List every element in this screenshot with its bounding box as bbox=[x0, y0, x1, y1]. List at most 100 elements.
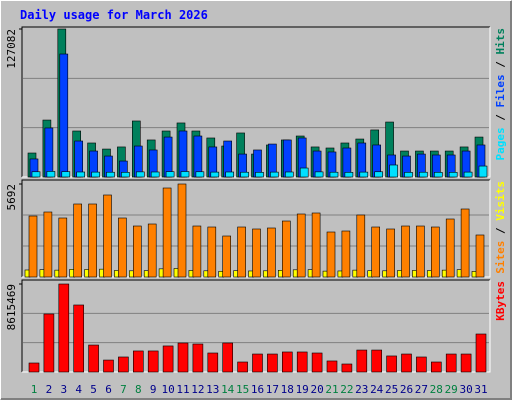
bar bbox=[121, 172, 130, 178]
legend-entry: Pages bbox=[494, 127, 507, 160]
y-tick-label: 5692 bbox=[5, 184, 18, 211]
x-tick-label: 26 bbox=[400, 383, 413, 396]
x-tick-label: 17 bbox=[266, 383, 279, 396]
bar bbox=[463, 171, 473, 178]
bar bbox=[252, 353, 263, 373]
bar bbox=[165, 171, 175, 178]
bar bbox=[136, 171, 145, 178]
bar bbox=[223, 140, 232, 178]
x-tick-label: 18 bbox=[281, 383, 294, 396]
x-tick-label: 30 bbox=[459, 383, 472, 396]
bar bbox=[240, 171, 249, 178]
bar bbox=[267, 227, 276, 278]
bar bbox=[344, 172, 354, 178]
bar bbox=[386, 228, 395, 278]
bar bbox=[270, 171, 279, 178]
bar bbox=[46, 171, 56, 178]
bar bbox=[150, 171, 160, 178]
bar bbox=[445, 218, 455, 278]
x-tick-label: 12 bbox=[191, 383, 204, 396]
bar bbox=[118, 217, 127, 278]
x-tick-label: 19 bbox=[296, 383, 309, 396]
bar bbox=[43, 211, 53, 278]
bar bbox=[371, 349, 383, 373]
bar bbox=[118, 356, 129, 373]
bar bbox=[478, 165, 488, 178]
bar bbox=[177, 342, 189, 373]
bar bbox=[28, 362, 40, 373]
bar bbox=[192, 343, 204, 373]
bar bbox=[237, 226, 246, 278]
bar bbox=[44, 127, 54, 178]
legend-entry: KBytes bbox=[494, 281, 507, 321]
bar bbox=[329, 171, 339, 178]
bar bbox=[147, 223, 157, 278]
x-tick-label: 15 bbox=[236, 383, 249, 396]
bar bbox=[448, 172, 458, 178]
x-tick-label: 16 bbox=[251, 383, 264, 396]
x-tick-label: 29 bbox=[445, 383, 458, 396]
bar bbox=[58, 283, 70, 373]
legend-entry: Sites bbox=[494, 241, 507, 274]
bar bbox=[326, 360, 338, 373]
bar bbox=[401, 225, 410, 278]
bar bbox=[311, 352, 323, 373]
bar bbox=[162, 345, 174, 373]
bar bbox=[88, 344, 99, 373]
bar bbox=[133, 225, 142, 278]
bar bbox=[76, 171, 85, 178]
x-tick-label: 21 bbox=[325, 383, 338, 396]
bar bbox=[207, 352, 219, 373]
x-tick-label: 24 bbox=[370, 383, 384, 396]
panel-border-dark bbox=[21, 26, 490, 177]
x-tick-label: 25 bbox=[385, 383, 398, 396]
bar bbox=[252, 228, 261, 278]
bar bbox=[299, 167, 309, 178]
bar bbox=[430, 226, 440, 278]
bar bbox=[73, 304, 84, 373]
bar bbox=[177, 183, 187, 278]
bar bbox=[31, 171, 41, 178]
bar bbox=[475, 234, 485, 278]
bar bbox=[404, 172, 413, 178]
x-tick-label: 1 bbox=[31, 383, 38, 396]
x-tick-label: 14 bbox=[221, 383, 235, 396]
bar bbox=[356, 349, 368, 373]
bar bbox=[193, 135, 203, 178]
bar bbox=[281, 220, 291, 278]
y-tick-label: 8615469 bbox=[5, 284, 18, 330]
bar bbox=[222, 342, 233, 373]
legend-entry: Hits bbox=[494, 28, 507, 55]
x-tick-label: 3 bbox=[60, 383, 67, 396]
bar bbox=[28, 215, 38, 278]
bar bbox=[61, 171, 71, 178]
bar bbox=[416, 225, 425, 278]
bar bbox=[430, 361, 442, 373]
bar bbox=[88, 203, 97, 278]
x-tick-label: 2 bbox=[46, 383, 53, 396]
bar bbox=[103, 194, 112, 278]
bar bbox=[195, 171, 205, 178]
bar bbox=[59, 53, 69, 178]
bar bbox=[475, 333, 487, 373]
legend-entry: Files bbox=[494, 74, 507, 107]
bar bbox=[178, 130, 188, 178]
x-tick-label: 13 bbox=[206, 383, 219, 396]
bar bbox=[282, 139, 292, 178]
y-tick-label: 127082 bbox=[5, 29, 18, 69]
legend-entry: Visits bbox=[494, 181, 507, 221]
bar bbox=[401, 353, 412, 373]
bar bbox=[314, 171, 324, 178]
bar bbox=[281, 351, 293, 373]
bar bbox=[91, 171, 100, 178]
bar bbox=[73, 203, 82, 278]
bar bbox=[74, 140, 83, 178]
bar bbox=[43, 313, 55, 373]
bar bbox=[416, 356, 427, 373]
bar bbox=[284, 171, 294, 178]
x-tick-label: 28 bbox=[430, 383, 443, 396]
x-tick-label: 4 bbox=[75, 383, 82, 396]
legend: KBytes bbox=[494, 281, 507, 321]
